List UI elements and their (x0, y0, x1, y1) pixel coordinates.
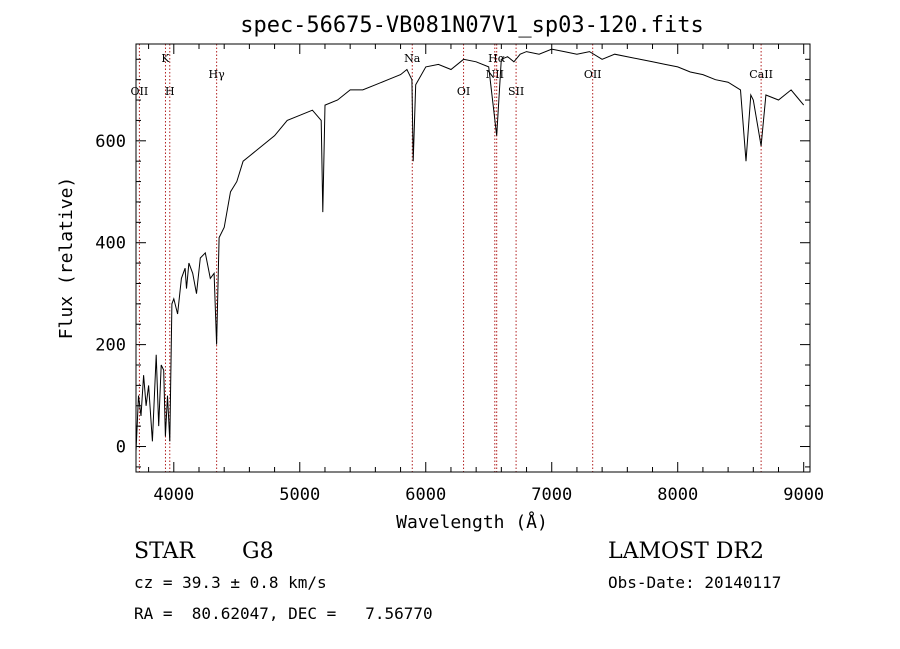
spectral-line-label: SII (508, 85, 524, 98)
spectral-line-label: H (165, 85, 175, 98)
observation-date: Obs-Date: 20140117 (608, 573, 782, 592)
y-tick-label: 200 (95, 336, 126, 356)
x-tick-label: 6000 (405, 485, 446, 505)
x-axis-label: Wavelength (Å) (396, 511, 548, 533)
x-axis: 4000 5000 6000 7000 8000 9000 (148, 44, 824, 505)
x-tick-label: 4000 (153, 485, 194, 505)
spectral-line-label: Hγ (209, 68, 226, 81)
spectral-line-label: NII (486, 68, 504, 81)
survey-name: LAMOST DR2 (608, 539, 764, 564)
spectral-line-label: Na (404, 52, 421, 65)
y-tick-label: 600 (95, 132, 126, 152)
y-axis-label: Flux (relative) (56, 177, 77, 340)
spectral-line-label: CaII (749, 68, 773, 81)
x-tick-label: 5000 (279, 485, 320, 505)
spectral-line-label: OI (457, 85, 470, 98)
y-tick-label: 400 (95, 234, 126, 254)
y-tick-label: 0 (116, 438, 126, 458)
object-subclass: G8 (242, 539, 274, 564)
spectrum-line (135, 48, 805, 452)
x-tick-label: 7000 (531, 485, 572, 505)
object-class: STAR (134, 539, 195, 564)
spectral-line-label: K (161, 52, 170, 65)
y-axis: 0 200 400 600 (95, 58, 810, 468)
x-tick-label: 9000 (783, 485, 824, 505)
x-tick-label: 8000 (657, 485, 698, 505)
spectral-line-label: OII (584, 68, 602, 81)
chart-title: spec-56675-VB081N07V1_sp03-120.fits (240, 13, 704, 38)
redshift-value: cz = 39.3 ± 0.8 km/s (134, 573, 327, 592)
plot-frame (135, 43, 811, 473)
coordinates: RA = 80.62047, DEC = 7.56770 (134, 604, 433, 623)
spectral-line-label: OII (131, 85, 149, 98)
